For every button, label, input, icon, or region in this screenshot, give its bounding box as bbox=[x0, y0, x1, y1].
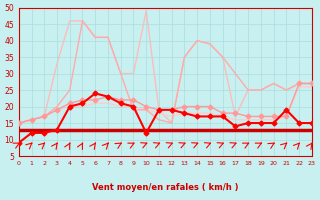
X-axis label: Vent moyen/en rafales ( km/h ): Vent moyen/en rafales ( km/h ) bbox=[92, 183, 238, 192]
